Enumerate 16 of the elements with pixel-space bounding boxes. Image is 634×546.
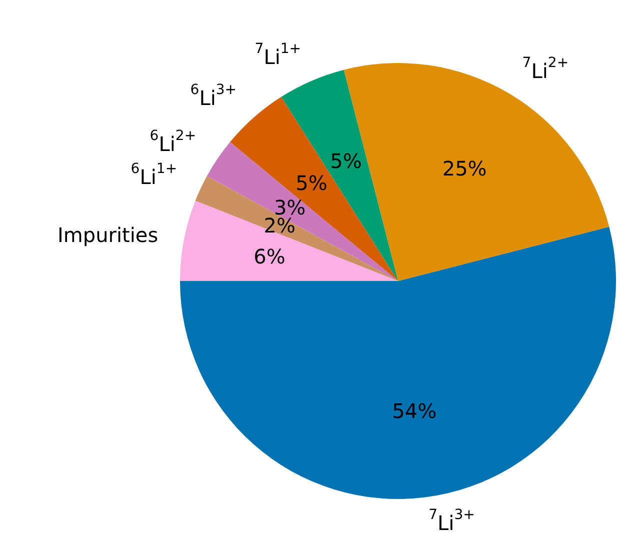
pie-slice bbox=[206, 142, 398, 281]
pie-slice bbox=[180, 200, 398, 281]
slice-label: $^{6}$Li$^{1+}$ bbox=[130, 161, 178, 190]
pie-slice bbox=[230, 96, 398, 281]
slice-label: $^{7}$Li$^{2+}$ bbox=[522, 54, 569, 83]
pie-slice bbox=[195, 176, 398, 281]
data-label: 5% bbox=[330, 148, 362, 173]
slice-label: $^{7}$Li$^{3+}$ bbox=[428, 507, 475, 536]
slice-label: $^{7}$Li$^{1+}$ bbox=[254, 40, 302, 69]
data-label: 6% bbox=[254, 244, 286, 268]
slice-label: $^{6}$Li$^{2+}$ bbox=[150, 128, 196, 156]
data-label: 5% bbox=[296, 170, 328, 195]
data-label: 25% bbox=[442, 156, 487, 180]
slice-label: $^{6}$Li$^{3+}$ bbox=[190, 82, 237, 110]
data-label: 54% bbox=[392, 398, 437, 423]
slice-label: Impurities bbox=[58, 223, 158, 248]
